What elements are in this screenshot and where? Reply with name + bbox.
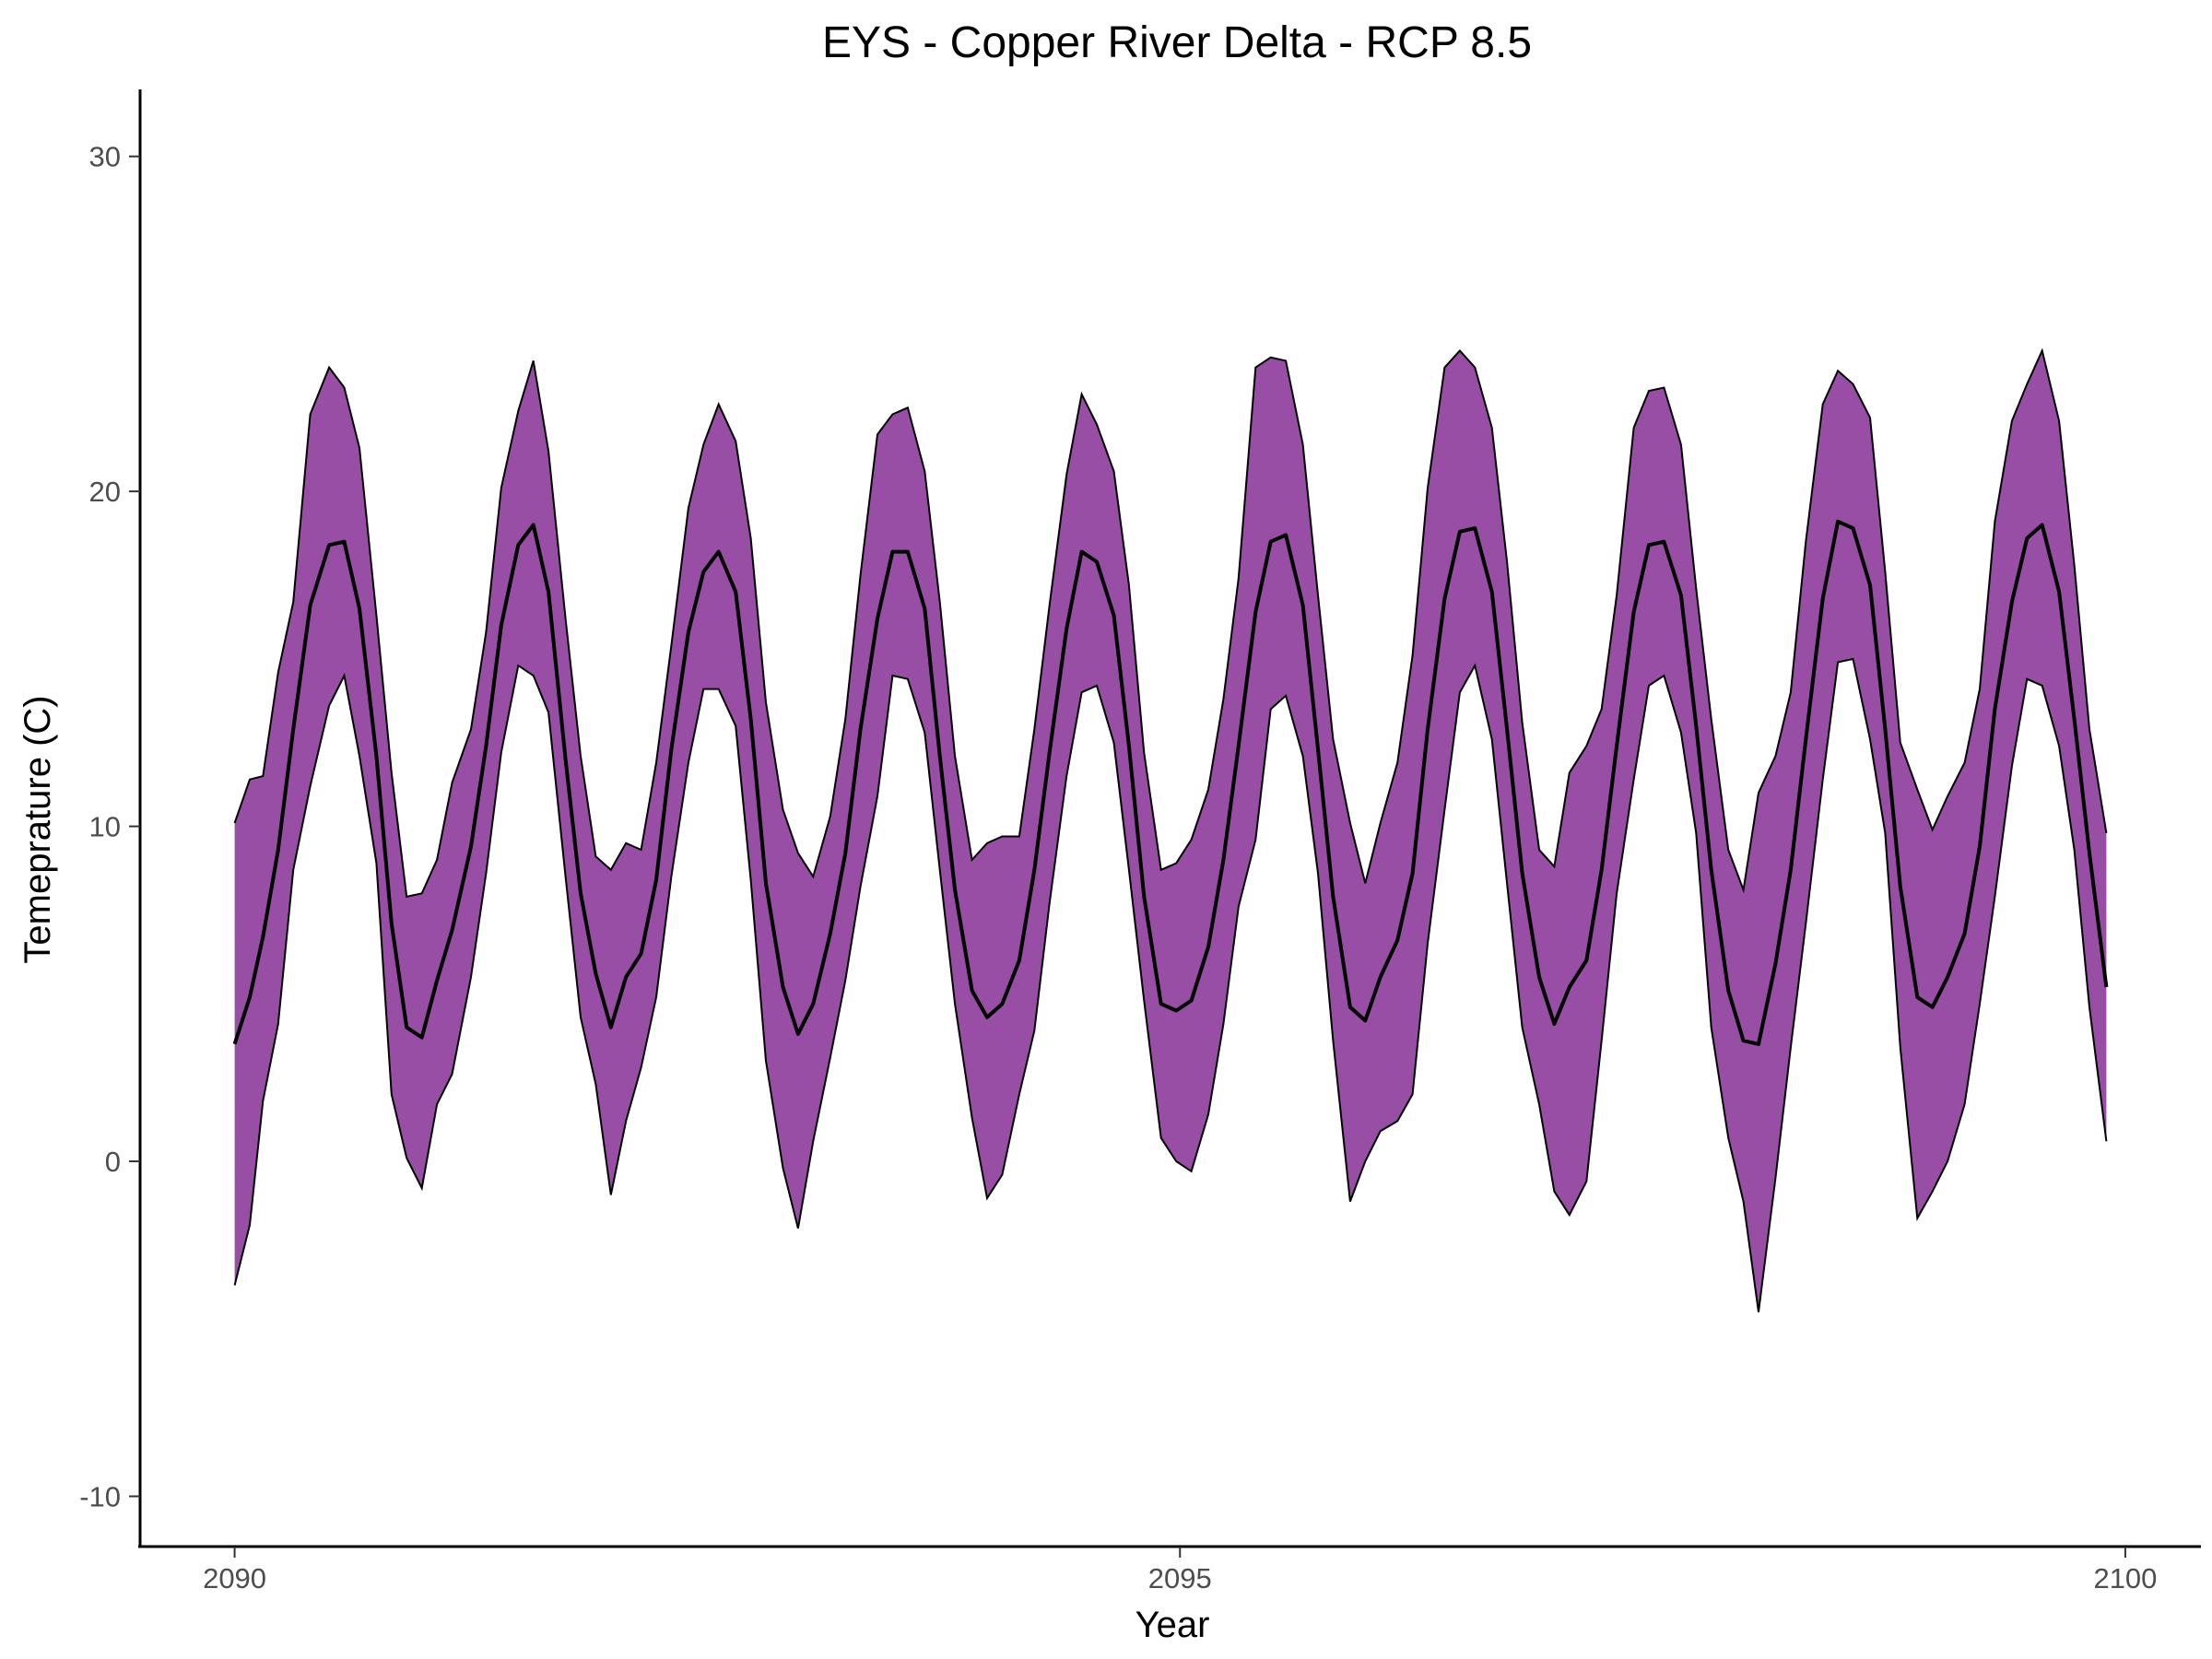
y-tick-label: 0 [105,1146,121,1178]
x-tick-label: 2090 [203,1562,266,1594]
y-axis-ticks: -10 0 10 20 30 [79,141,140,1512]
y-tick-label: -10 [79,1480,121,1512]
y-tick-label: 30 [89,141,121,173]
x-tick-label: 2095 [1148,1562,1212,1594]
lower-bound-line [233,657,2108,1312]
mean-temperature-line [232,519,2109,1046]
x-axis-ticks: 2090 2095 2100 [203,1547,2157,1594]
x-axis-title: Year [1135,1605,1210,1645]
temperature-range-band [234,350,2107,1312]
upper-bound-line [233,347,2108,899]
chart-title: EYS - Copper River Delta - RCP 8.5 [822,18,1532,67]
x-tick-label: 2100 [2093,1562,2157,1594]
y-tick-label: 10 [89,811,121,843]
y-axis-title: Temeprature (C) [18,695,58,963]
y-tick-label: 20 [89,476,121,508]
plot-area [232,347,2109,1312]
